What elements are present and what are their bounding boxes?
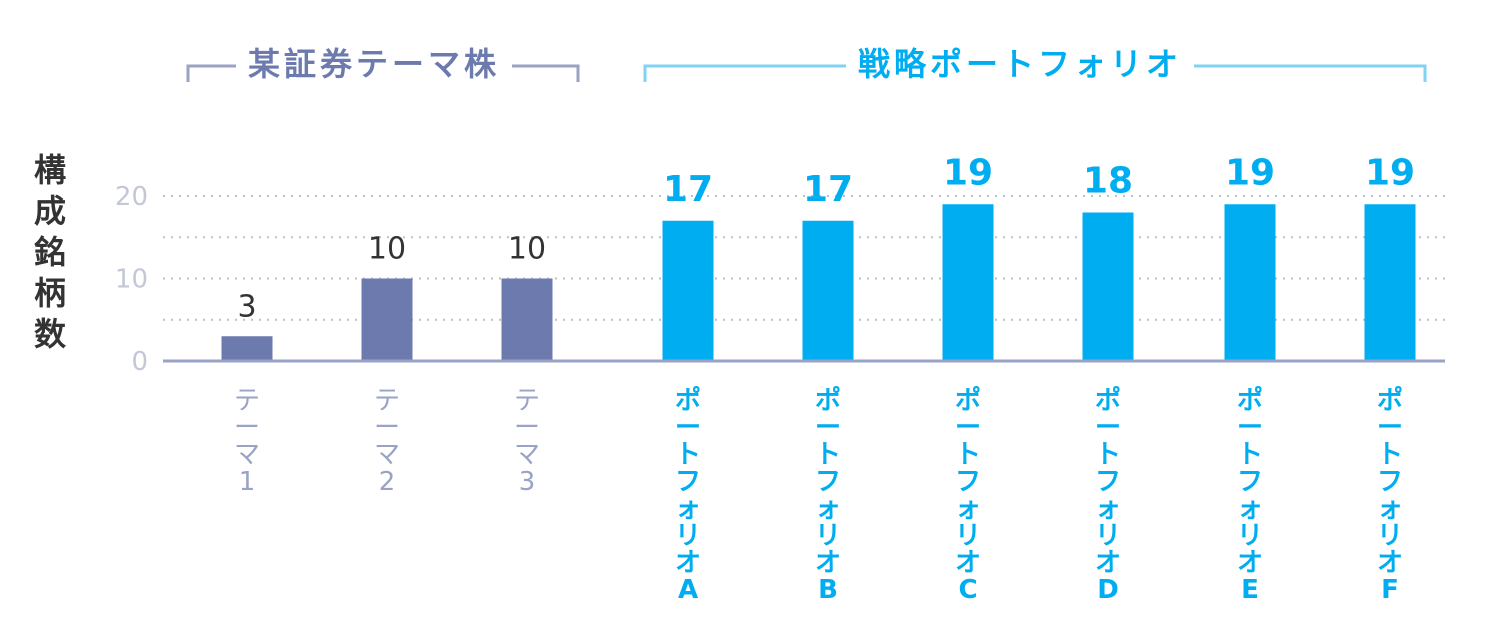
x-tick-label: ポートフォリオD	[1094, 386, 1121, 605]
bar	[662, 220, 714, 361]
data-label: 19	[1225, 152, 1275, 193]
data-label: 10	[508, 232, 546, 267]
bar	[1224, 204, 1276, 361]
x-tick-label: テーマ1	[233, 386, 260, 497]
data-label: 17	[803, 169, 853, 210]
y-tick-label: 10	[115, 265, 148, 295]
x-tick-label: ポートフォリオB	[814, 386, 841, 605]
data-label: 19	[1365, 152, 1415, 193]
bar	[942, 204, 994, 361]
data-label: 3	[237, 289, 256, 324]
bar	[361, 278, 413, 361]
bars	[221, 204, 1416, 361]
x-tick-label: テーマ3	[513, 386, 540, 497]
group-label-strategy: 戦略ポートフォリオ	[846, 42, 1195, 86]
x-tick-label: ポートフォリオC	[954, 386, 981, 605]
group-label-theme: 某証券テーマ株	[236, 42, 513, 86]
x-tick-label: テーマ2	[373, 386, 400, 497]
y-tick-label: 0	[131, 347, 148, 377]
bar	[501, 278, 553, 361]
y-tick-label: 20	[115, 182, 148, 212]
x-tick-label: ポートフォリオF	[1376, 386, 1403, 605]
bar	[1364, 204, 1416, 361]
data-label: 19	[943, 152, 993, 193]
data-labels: 3 10 10 17 17 19 18 19 19	[237, 152, 1415, 324]
x-tick-label: ポートフォリオA	[674, 386, 701, 605]
y-axis-label: 構成銘柄数	[33, 151, 66, 353]
data-label: 17	[663, 169, 713, 210]
y-tick-labels: 0 10 20	[115, 182, 148, 377]
bar	[1082, 212, 1134, 361]
x-tick-label: ポートフォリオE	[1236, 386, 1263, 605]
bar	[802, 220, 854, 361]
data-label: 10	[368, 232, 406, 267]
bar	[221, 336, 273, 361]
data-label: 18	[1083, 161, 1133, 202]
